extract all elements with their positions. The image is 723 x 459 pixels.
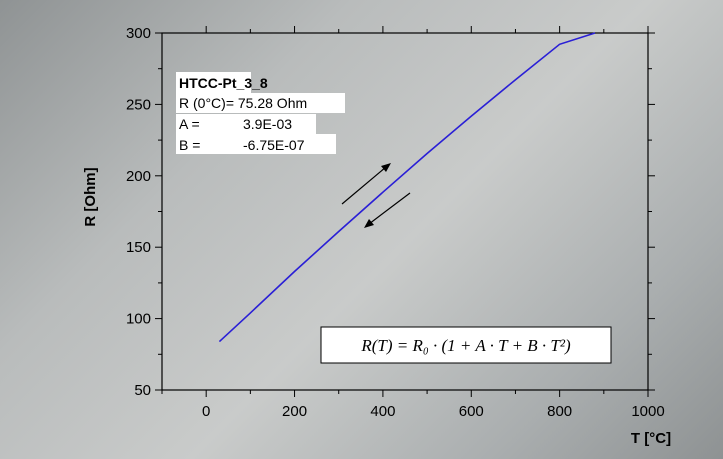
x-tick-label: 0 xyxy=(202,403,210,420)
series-line xyxy=(218,32,596,343)
info-b-label: B = xyxy=(179,137,200,153)
formula-box: R(T) = R₀ · (1 + A · T + B · T²) xyxy=(320,326,612,364)
y-axis-label: R [Ohm] xyxy=(82,167,99,226)
direction-arrows xyxy=(341,163,411,228)
arrow-up-right xyxy=(341,166,387,205)
formula-frame xyxy=(320,326,612,364)
info-line-bg xyxy=(176,114,316,134)
arrow-down-left-head xyxy=(364,219,374,228)
x-tick-label: 400 xyxy=(370,403,395,420)
series-line-group xyxy=(218,32,596,343)
x-tick-label: 1000 xyxy=(631,403,664,420)
y-tick-label: 250 xyxy=(126,96,151,113)
axes: 0 200 400 600 800 1000 50 100 150 200 250 300 xyxy=(126,25,665,420)
info-line-bg xyxy=(176,134,336,154)
y-tick-label: 100 xyxy=(126,311,151,328)
info-box: HTCC-Pt_3_8 R (0°C)= 75.28 Ohm A = B = 3… xyxy=(176,72,345,154)
y-tick-label: 150 xyxy=(126,239,151,256)
x-tick-label: 600 xyxy=(459,403,484,420)
arrow-up-right-head xyxy=(381,163,391,172)
arrow-down-left xyxy=(368,192,411,225)
info-b-value: -6.75E-07 xyxy=(243,137,305,153)
y-tick-label: 300 xyxy=(126,25,151,42)
x-tick-label: 200 xyxy=(282,403,307,420)
info-line-bg xyxy=(176,93,345,113)
formula-text: R(T) = R₀ · (1 + A · T + B · T²) xyxy=(360,336,571,355)
info-a-label: A = xyxy=(179,116,200,132)
y-tick-label: 50 xyxy=(134,382,151,399)
info-a-value: 3.9E-03 xyxy=(243,116,292,132)
info-title: HTCC-Pt_3_8 xyxy=(179,75,268,91)
info-title-bg xyxy=(176,72,251,93)
info-r0: R (0°C)= 75.28 Ohm xyxy=(179,95,307,111)
x-axis-label: T [°C] xyxy=(631,430,671,447)
x-tick-label: 800 xyxy=(547,403,572,420)
y-tick-label: 200 xyxy=(126,168,151,185)
